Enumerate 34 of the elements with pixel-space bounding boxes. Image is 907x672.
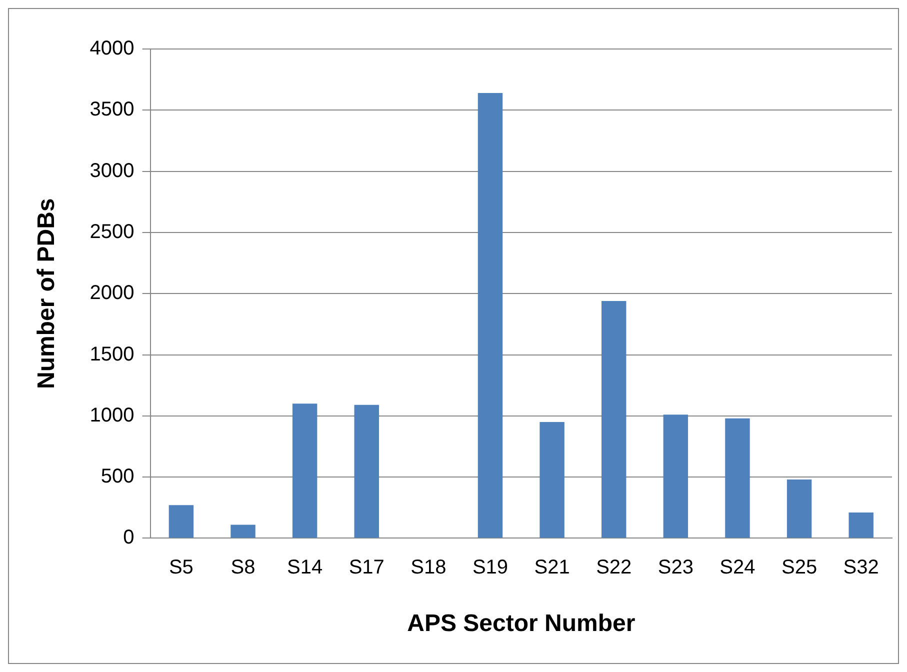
bar xyxy=(663,414,688,538)
y-tick-label: 2000 xyxy=(90,282,134,304)
bar xyxy=(725,418,750,538)
bar xyxy=(786,479,812,538)
x-tick-label: S17 xyxy=(348,556,384,579)
x-tick-label: S23 xyxy=(658,556,694,579)
x-tick-label: S32 xyxy=(843,556,879,579)
bar xyxy=(354,404,379,538)
x-tick-label: S21 xyxy=(534,556,570,579)
y-axis-title: Number of PDBs xyxy=(33,198,60,389)
y-tick-label: 0 xyxy=(123,526,134,549)
bar xyxy=(292,404,318,538)
x-tick-label: S8 xyxy=(230,556,256,579)
y-tick-label: 3000 xyxy=(90,160,134,182)
bar xyxy=(602,300,626,538)
y-tick-label: 1500 xyxy=(90,343,134,366)
bar xyxy=(168,505,194,538)
bar xyxy=(478,93,503,538)
x-tick-label: S19 xyxy=(472,556,508,579)
y-tick-label: 3500 xyxy=(90,98,134,121)
bar xyxy=(540,422,564,538)
x-axis-title: APS Sector Number xyxy=(407,610,636,638)
x-tick-label: S25 xyxy=(781,556,818,579)
x-tick-label: S22 xyxy=(596,556,632,579)
x-tick-label: S24 xyxy=(720,556,756,579)
y-tick-label: 2500 xyxy=(90,220,134,243)
x-tick-label: S5 xyxy=(168,556,194,579)
x-tick-label: S14 xyxy=(287,556,323,579)
bar xyxy=(230,524,256,538)
x-tick-label: S18 xyxy=(410,556,446,579)
bar xyxy=(848,512,874,538)
y-tick-label: 1000 xyxy=(90,404,134,426)
y-tick-label: 500 xyxy=(100,466,134,488)
y-tick-label: 4000 xyxy=(90,38,134,60)
